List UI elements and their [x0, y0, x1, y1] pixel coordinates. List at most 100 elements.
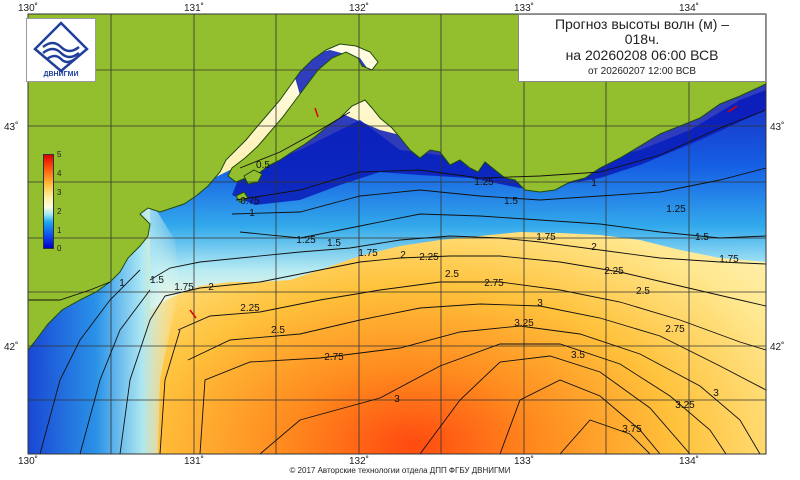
- contour-label: 1.5: [504, 196, 518, 207]
- red-arrow-marker: [314, 107, 319, 118]
- contour-label: 3: [713, 388, 719, 399]
- island-russky: [243, 169, 263, 185]
- isoline: [187, 303, 766, 391]
- coastal-low-wave-band: [150, 90, 766, 310]
- map-frame: [27, 13, 767, 455]
- lon-label: 130˚: [18, 2, 38, 14]
- map-content: 0.50.751111.251.251.251.51.51.51.51.751.…: [28, 14, 766, 454]
- lon-label: 133˚: [514, 2, 534, 14]
- contour-label: 1.5: [327, 238, 341, 249]
- logo-text: ДВНИГМИ: [43, 71, 79, 78]
- isoline: [239, 111, 351, 169]
- contour-label: 3.25: [675, 400, 695, 411]
- contour-label: 2.5: [636, 286, 650, 297]
- lon-label: 130˚: [18, 455, 38, 467]
- title-valid-time: на 20260208 06:00 ВСВ: [565, 47, 719, 63]
- lon-labels-bottom: 130˚ 131˚ 132˚ 133˚ 134˚: [18, 455, 699, 467]
- contour-label: 0.75: [240, 196, 260, 207]
- contour-label: 2.25: [419, 252, 439, 263]
- lat-label: 42˚: [4, 341, 18, 353]
- contour-label: 2: [400, 250, 406, 261]
- legend-colorbar: [43, 154, 54, 249]
- red-arrow-marker: [727, 105, 738, 113]
- isoline: [79, 289, 151, 454]
- contour-label: 1.25: [474, 177, 494, 188]
- lat-label: 42˚: [770, 341, 784, 353]
- contour-label: 1.5: [150, 275, 164, 286]
- isoline: [39, 269, 141, 454]
- lon-labels-top: 130˚ 131˚ 132˚ 133˚ 134˚: [18, 2, 699, 14]
- isoline: [419, 355, 691, 454]
- isoline: [159, 329, 181, 454]
- contour-label: 2.75: [665, 324, 685, 335]
- legend-tick: 5: [57, 150, 62, 159]
- lon-label: 134˚: [679, 2, 699, 14]
- contour-label: 2.5: [445, 269, 459, 280]
- red-arrow-marker: [189, 309, 197, 319]
- lon-label: 134˚: [679, 455, 699, 467]
- bay-deep-blue: [232, 50, 766, 205]
- contour-label: 0.5: [256, 160, 270, 171]
- legend-tick: 4: [57, 169, 62, 178]
- lon-label: 131˚: [184, 455, 204, 467]
- contour-label: 1: [249, 208, 255, 219]
- copyright-footer: © 2017 Авторские технологии отдела ДПП Ф…: [289, 466, 511, 475]
- contour-label: 1.75: [719, 254, 739, 265]
- isoline: [259, 343, 727, 454]
- title-issue-time: от 20260207 12:00 ВСВ: [587, 66, 696, 77]
- lat-label: 43˚: [770, 121, 784, 133]
- contour-label: 3.75: [622, 424, 642, 435]
- contour-label: 3: [394, 394, 400, 405]
- contour-label: 2.75: [324, 352, 344, 363]
- lon-label: 132˚: [349, 2, 369, 14]
- contour-label: 2: [208, 282, 214, 293]
- isoline: [177, 281, 766, 351]
- isoline: [28, 281, 111, 301]
- isoline: [239, 213, 766, 239]
- lat-labels: 43˚ 42˚ 43˚ 42˚: [4, 121, 784, 353]
- contour-label: 1: [591, 178, 597, 189]
- contour-label: 1.25: [666, 204, 686, 215]
- title-line-1: Прогноз высоты волн (м) –: [554, 16, 730, 32]
- isoline: [119, 295, 166, 454]
- contour-label: 1.75: [358, 248, 378, 259]
- contour-labels: 0.50.751111.251.251.251.51.51.51.51.751.…: [119, 160, 739, 435]
- logo-emblem-icon: [33, 21, 89, 73]
- red-markers: [189, 105, 738, 319]
- legend-tick: 1: [57, 226, 62, 235]
- contour-label: 1.5: [695, 232, 709, 243]
- lon-label: 132˚: [349, 455, 369, 467]
- contour-label: 2.25: [604, 266, 624, 277]
- isoline: [164, 255, 766, 307]
- contour-label: 3.5: [571, 350, 585, 361]
- forecast-title-box: Прогноз высоты волн (м) – 018ч. на 20260…: [518, 14, 766, 82]
- land-primorye: [28, 14, 766, 351]
- contour-label: 1.75: [174, 282, 194, 293]
- contour-label: 2.5: [271, 325, 285, 336]
- isoline: [235, 109, 766, 201]
- isoline: [499, 379, 661, 454]
- title-line-2: 018ч.: [624, 31, 660, 47]
- isolines: [28, 109, 766, 454]
- isoline: [559, 419, 651, 454]
- color-legend: 5 4 3 2 1 0: [41, 150, 69, 254]
- legend-tick: 2: [57, 207, 62, 216]
- contour-label: 2.75: [484, 278, 504, 289]
- legend-tick: 3: [57, 188, 62, 197]
- contour-label: 1.75: [536, 232, 556, 243]
- contour-label: 3.25: [514, 318, 534, 329]
- contour-label: 2.25: [240, 303, 260, 314]
- isoline: [231, 167, 766, 215]
- isoline: [149, 235, 766, 281]
- contour-label: 1.25: [296, 235, 316, 246]
- lat-label: 43˚: [4, 121, 18, 133]
- graticule: [28, 14, 766, 454]
- isoline: [199, 325, 761, 454]
- lon-label: 133˚: [514, 455, 534, 467]
- contour-label: 3: [537, 298, 543, 309]
- western-low-wave-band: [28, 200, 180, 454]
- contour-label: 2: [591, 242, 597, 253]
- lon-label: 131˚: [184, 2, 204, 14]
- contour-label: 1: [119, 278, 125, 289]
